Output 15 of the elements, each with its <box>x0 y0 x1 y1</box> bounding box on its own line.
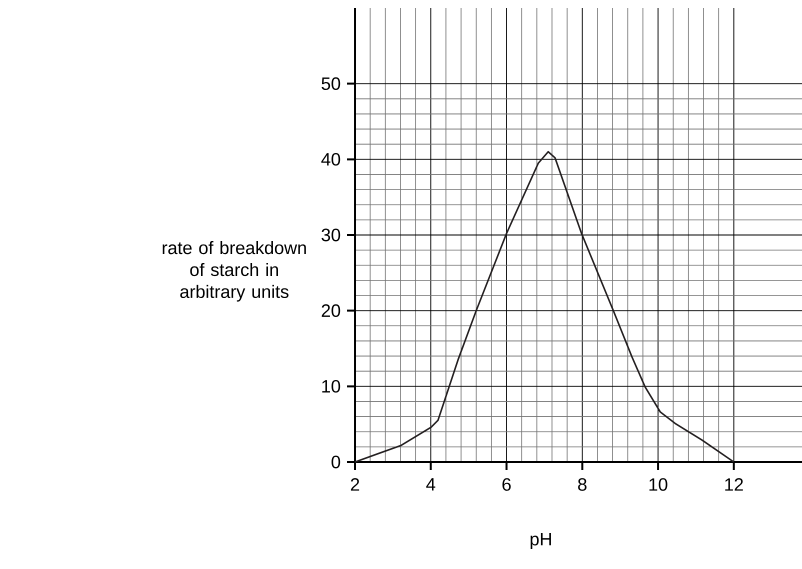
y-tick-label: 10 <box>322 380 340 393</box>
x-tick-label: 2 <box>350 478 360 491</box>
y-tick-label: 50 <box>322 77 340 90</box>
x-tick-label: 6 <box>502 478 511 491</box>
y-tick-label: 0 <box>332 456 340 468</box>
x-axis-title: pH <box>530 532 551 550</box>
line-series <box>354 150 735 463</box>
y-tick-label: 30 <box>322 228 340 242</box>
y-axis-title: rate of breakdown of starch in arbitrary units <box>162 241 306 302</box>
y-tick-label: 20 <box>322 304 340 317</box>
x-tick-label: 8 <box>578 478 587 491</box>
x-tick-label: 4 <box>426 478 436 490</box>
x-tick-label: 10 <box>649 478 668 491</box>
x-tick-label: 12 <box>725 478 743 491</box>
y-tick-label: 40 <box>321 152 340 166</box>
